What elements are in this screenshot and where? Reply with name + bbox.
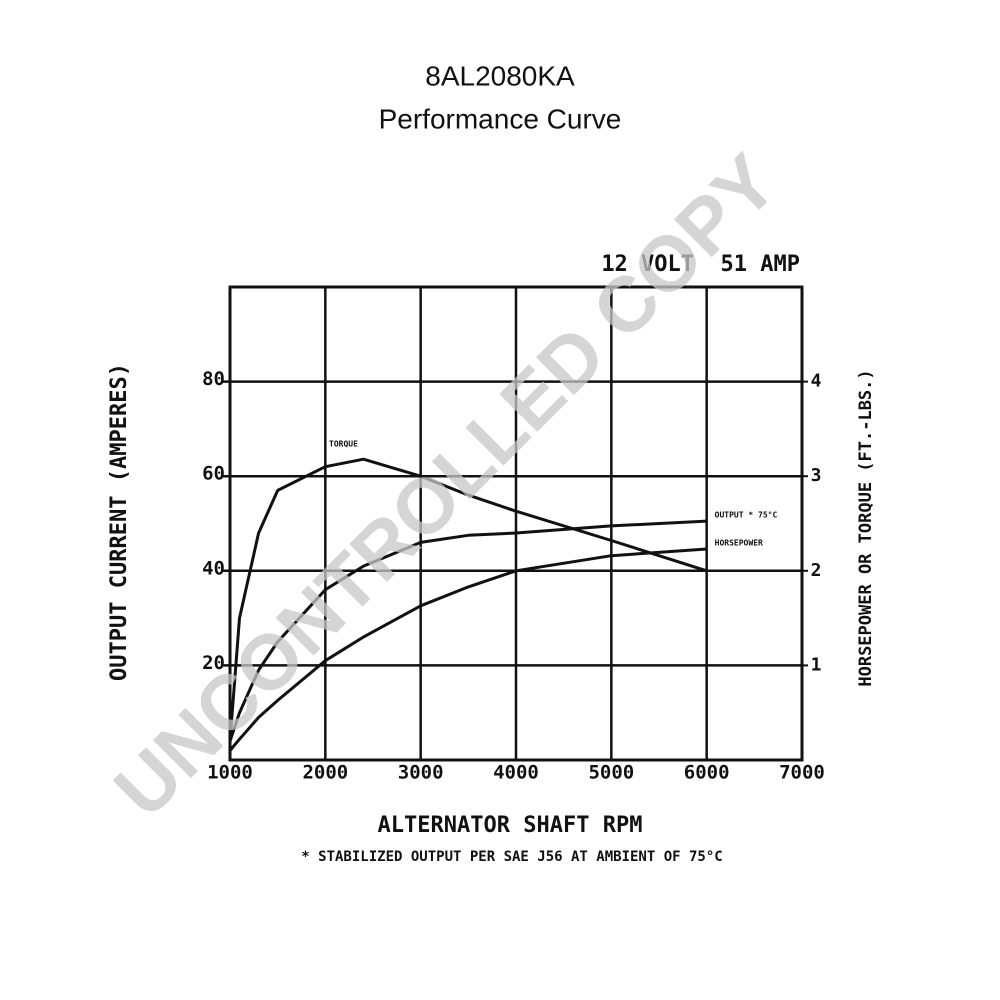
x-tick-label: 2000 <box>302 762 348 784</box>
series-label: TORQUE <box>329 440 358 449</box>
x-tick-label: 7000 <box>779 762 825 784</box>
series-line <box>228 547 707 752</box>
y-tick-label: 40 <box>202 557 225 579</box>
x-tick-label: 4000 <box>493 762 539 784</box>
y-axis-label: OUTPUT CURRENT (AMPERES) <box>107 363 132 681</box>
x-tick-label: 3000 <box>398 762 444 784</box>
chart-title: 8AL2080KA <box>425 60 575 91</box>
y2-tick-label: 3 <box>811 465 822 486</box>
series-label: OUTPUT * 75°C <box>715 511 778 520</box>
plot: 1000 2000 3000 4000 5000 6000 7000 20 40 60 80 1 2 3 4… <box>202 287 825 784</box>
y-tick-label: 60 <box>202 463 225 485</box>
series-line <box>228 457 708 742</box>
series-line <box>228 519 707 742</box>
y2-tick-label: 4 <box>811 371 822 392</box>
chart-header: 12 VOLT 51 AMP <box>601 252 800 277</box>
footnote: * STABILIZED OUTPUT PER SAE J56 AT AMBIE… <box>301 849 722 865</box>
y-tick-label: 20 <box>202 652 225 674</box>
x-axis-label: ALTERNATOR SHAFT RPM <box>378 813 643 838</box>
chart-subtitle: Performance Curve <box>379 103 622 134</box>
y2-tick-label: 1 <box>811 654 822 675</box>
watermark: UNCONTROLLED COPY <box>97 137 794 834</box>
series-label: HORSEPOWER <box>715 539 763 548</box>
x-tick-label: 5000 <box>588 762 634 784</box>
x-tick-label: 1000 <box>207 762 253 784</box>
x-tick-label: 6000 <box>684 762 730 784</box>
y-tick-label: 80 <box>202 368 225 390</box>
y2-tick-label: 2 <box>811 560 822 581</box>
y2-axis-label: HORSEPOWER OR TORQUE (FT.-LBS.) <box>856 369 876 686</box>
